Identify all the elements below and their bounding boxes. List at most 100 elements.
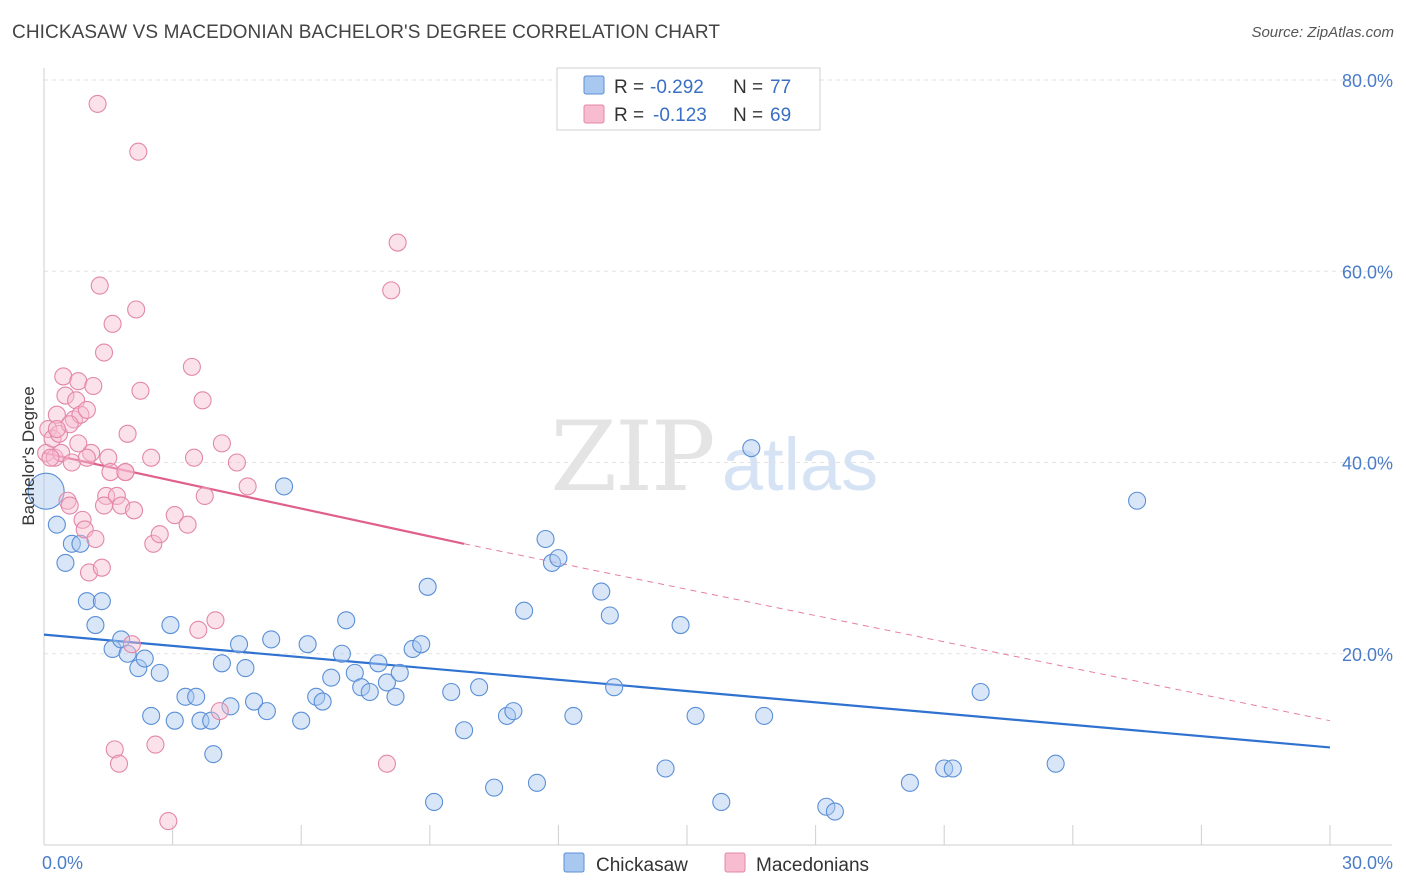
chickasaw-point-70 [825, 802, 844, 821]
axes [43, 68, 1392, 846]
chickasaw-point-19 [191, 711, 210, 730]
macedonian-point-65 [94, 496, 114, 515]
gridlines [44, 79, 1392, 655]
y-tick-label-80: 80.0% [1342, 71, 1393, 91]
chickasaw-point-34 [322, 668, 341, 687]
chickasaw-point-63 [656, 759, 675, 778]
tick-labels: 20.0% 40.0% 60.0% 80.0% 0.0% 30.0% [42, 71, 1393, 873]
chickasaw-point-53 [504, 702, 523, 721]
chickasaw-point-42 [386, 687, 405, 706]
chickasaw-point-64 [671, 616, 690, 635]
macedonian-point-23 [88, 94, 107, 113]
legend-swatch-chickasaw [583, 75, 605, 95]
legend-r-label-2: R = [614, 105, 644, 126]
chickasaw-point-58 [549, 549, 568, 568]
macedonian-point-37 [122, 635, 141, 654]
macedonian-point-46 [159, 812, 178, 831]
chickasaw-point-62 [605, 678, 624, 697]
chickasaw-point-23 [221, 697, 240, 716]
chickasaw-point-26 [244, 692, 264, 711]
macedonian-point-56 [212, 434, 231, 453]
chickasaw-point-43 [390, 663, 409, 682]
chickasaw-point-55 [527, 773, 547, 792]
macedonian-point-8 [56, 386, 75, 405]
bottom-legend-macedonian: Macedonians [756, 855, 869, 876]
chickasaw-point-61 [600, 606, 619, 625]
macedonian-point-4 [47, 405, 66, 424]
macedonian-point-50 [184, 448, 204, 467]
chickasaw-point-15 [161, 616, 180, 635]
macedonian-point-14 [69, 372, 88, 391]
chickasaw-point-50 [470, 678, 489, 697]
chickasaw-point-7 [92, 592, 111, 611]
chickasaw-point-47 [425, 792, 444, 812]
legend-n-label-2: N = [733, 105, 763, 126]
macedonian-point-62 [41, 448, 60, 467]
macedonian-point-44 [146, 735, 165, 754]
chickasaw-point-6 [86, 616, 105, 635]
chickasaw-point-25 [236, 659, 255, 678]
chickasaw-point-35 [332, 644, 351, 663]
chickasaw-point-60 [592, 582, 611, 601]
macedonian-point-31 [105, 740, 124, 759]
chickasaw-point-69 [817, 797, 836, 816]
macedonian-point-21 [84, 376, 103, 396]
chickasaw-point-22 [212, 654, 231, 673]
macedonian-point-33 [109, 754, 129, 773]
chickasaw-point-74 [971, 682, 990, 702]
y-tick-label-40: 40.0% [1342, 454, 1393, 474]
macedonian-point-61 [388, 233, 407, 252]
macedonian-point-28 [99, 448, 118, 467]
macedonian-point-40 [129, 142, 148, 161]
y-axis-label: Bachelor's Degree [19, 386, 38, 525]
chickasaw-point-16 [165, 711, 184, 730]
bottom-legend-swatch-chickasaw [563, 852, 585, 873]
macedonian-point-47 [165, 506, 184, 525]
chickasaw-point-59 [564, 706, 583, 725]
source-label: Source: ZipAtlas.com [1251, 24, 1394, 41]
macedonian-point-36 [118, 424, 137, 443]
chickasaw-points [27, 439, 1147, 821]
macedonian-point-54 [206, 611, 225, 630]
watermark-zip: ZIP [550, 401, 713, 513]
chickasaw-point-0 [27, 472, 65, 510]
macedonian-points [37, 94, 407, 831]
chickasaw-point-54 [515, 601, 534, 620]
macedonian-trend-extension [463, 543, 1331, 722]
chickasaw-point-2 [56, 553, 75, 572]
legend-r-value-2: -0.123 [653, 105, 707, 126]
macedonian-point-67 [116, 463, 135, 482]
chickasaw-point-68 [755, 706, 774, 725]
macedonian-point-29 [101, 463, 120, 482]
y-tick-label-60: 60.0% [1342, 262, 1393, 282]
chickasaw-point-71 [900, 773, 919, 792]
chickasaw-point-51 [485, 778, 504, 797]
macedonian-point-32 [107, 486, 126, 506]
chickasaw-point-45 [412, 635, 431, 654]
bottom-legend-chickasaw: Chickasaw [596, 855, 688, 876]
macedonian-point-26 [94, 343, 114, 362]
macedonian-point-68 [47, 419, 66, 439]
chickasaw-point-75 [1046, 754, 1065, 773]
chickasaw-point-29 [275, 477, 294, 496]
x-tick-label-30: 30.0% [1342, 853, 1393, 873]
chickasaw-point-27 [257, 702, 276, 721]
macedonian-point-57 [227, 453, 246, 472]
macedonian-point-66 [69, 434, 88, 453]
chickasaw-point-76 [1128, 491, 1147, 510]
x-tick-label-0: 0.0% [42, 853, 83, 873]
macedonian-point-38 [124, 501, 144, 520]
chickasaw-point-48 [442, 682, 461, 702]
macedonian-point-58 [238, 477, 257, 496]
legend-swatch-macedonian [583, 104, 605, 124]
macedonian-point-18 [77, 400, 96, 419]
chickasaw-point-24 [229, 635, 249, 654]
macedonian-point-41 [131, 381, 150, 400]
chickasaw-point-17 [176, 687, 195, 706]
macedonian-point-64 [77, 448, 96, 467]
macedonian-point-11 [62, 453, 81, 472]
legend-n-label-1: N = [733, 77, 763, 98]
chickasaw-point-33 [313, 692, 332, 711]
macedonian-point-22 [86, 529, 105, 549]
macedonian-point-51 [189, 620, 208, 639]
